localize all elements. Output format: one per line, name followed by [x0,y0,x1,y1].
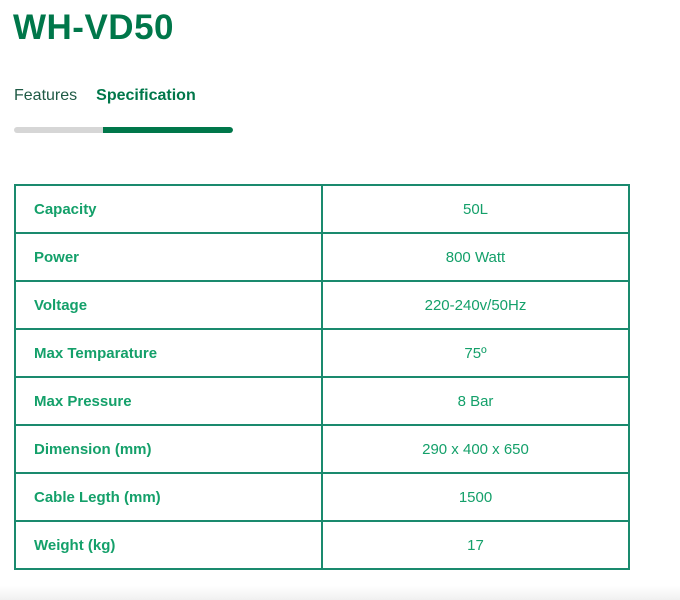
spec-label: Max Pressure [14,376,323,426]
table-row: Dimension (mm) 290 x 400 x 650 [14,424,630,474]
spec-value: 220-240v/50Hz [321,280,630,330]
table-row: Max Temparature 75º [14,328,630,378]
spec-label: Capacity [14,184,323,234]
spec-table: Capacity 50L Power 800 Watt Voltage 220-240v/… [14,184,630,570]
spec-value: 8 Bar [321,376,630,426]
tab-bar: Features Specification [14,87,196,105]
spec-label: Weight (kg) [14,520,323,570]
spec-value: 17 [321,520,630,570]
table-row: Capacity 50L [14,184,630,234]
table-row: Cable Legth (mm) 1500 [14,472,630,522]
bottom-shade [0,586,680,600]
page-title: WH-VD50 [13,8,175,47]
spec-label: Max Temparature [14,328,323,378]
table-row: Weight (kg) 17 [14,520,630,570]
spec-value: 75º [321,328,630,378]
table-row: Voltage 220-240v/50Hz [14,280,630,330]
spec-label: Power [14,232,323,282]
spec-value: 290 x 400 x 650 [321,424,630,474]
spec-label: Voltage [14,280,323,330]
table-row: Power 800 Watt [14,232,630,282]
spec-value: 800 Watt [321,232,630,282]
tab-indicator [14,127,233,133]
table-row: Max Pressure 8 Bar [14,376,630,426]
spec-label: Dimension (mm) [14,424,323,474]
spec-label: Cable Legth (mm) [14,472,323,522]
spec-value: 50L [321,184,630,234]
tab-specification[interactable]: Specification [96,87,196,104]
spec-value: 1500 [321,472,630,522]
tab-features[interactable]: Features [14,87,78,104]
active-tab-indicator [103,127,233,133]
